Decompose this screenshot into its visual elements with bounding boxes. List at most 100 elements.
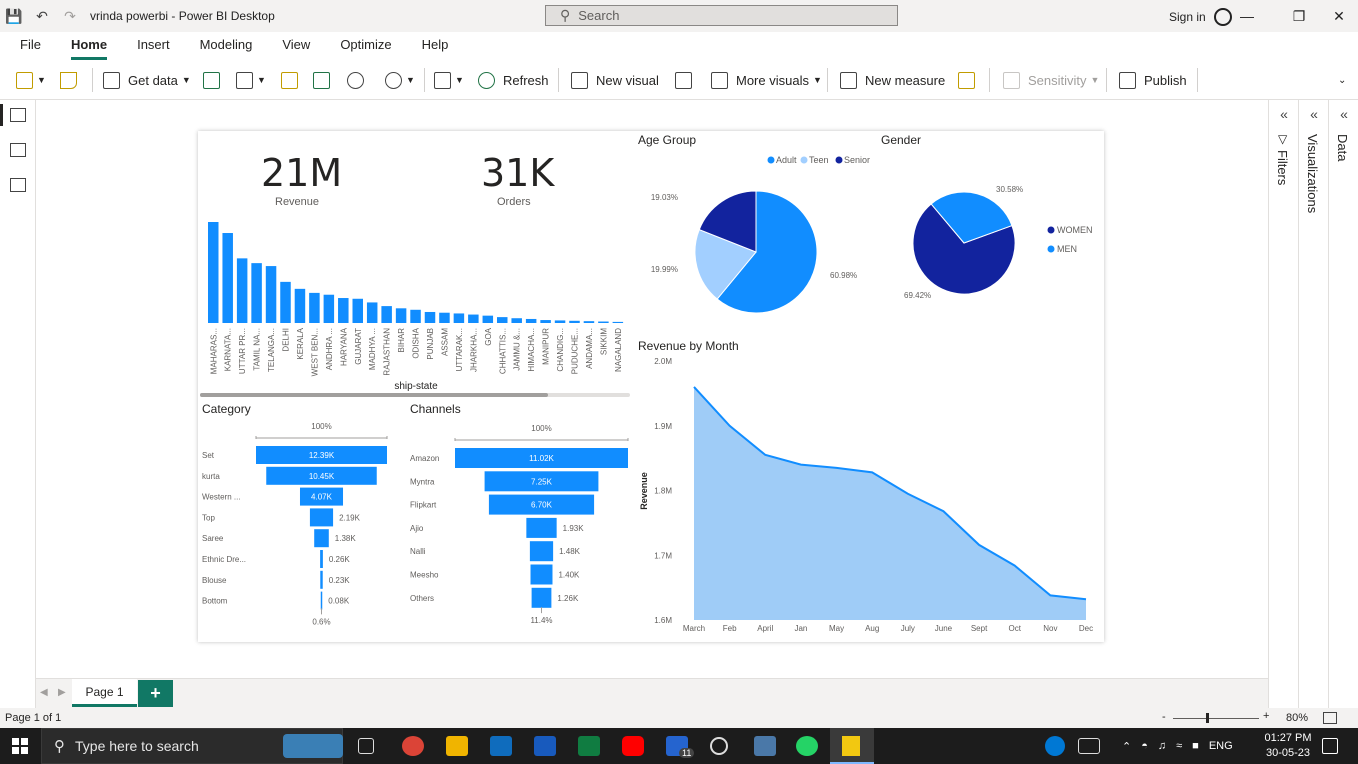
minimize-icon[interactable]: —	[1240, 8, 1254, 24]
wifi-icon[interactable]: ≈	[1176, 740, 1183, 752]
category-category-label: Top	[202, 513, 215, 522]
state-tick-label: MADHYA ...	[368, 328, 377, 370]
add-page-button[interactable]: +	[138, 680, 173, 707]
refresh-button[interactable]: Refresh	[478, 70, 549, 90]
sql-button[interactable]	[281, 70, 306, 90]
report-view-icon[interactable]	[10, 108, 26, 122]
age-legend-marker	[767, 156, 775, 164]
file-explorer-icon[interactable]	[446, 736, 468, 756]
word-icon[interactable]	[534, 736, 556, 756]
publish-label: Publish	[1144, 72, 1187, 88]
restore-icon[interactable]: ❐	[1292, 7, 1306, 24]
state-tick-label: TAMIL NA...	[253, 328, 262, 371]
age-data-label: 19.99%	[651, 265, 678, 274]
double-chevron-left-icon[interactable]: «	[1310, 106, 1318, 122]
table-view-icon[interactable]	[10, 143, 26, 157]
undo-icon[interactable]: ↶	[36, 7, 48, 24]
security-icon[interactable]: ■	[1192, 740, 1199, 752]
search-box[interactable]: ⚲ Search	[545, 5, 898, 26]
tab-page-1[interactable]: Page 1	[72, 679, 137, 707]
redo-icon[interactable]: ↷	[64, 7, 76, 24]
new-visual-button[interactable]: New visual	[571, 70, 659, 90]
data-pane[interactable]: « Data	[1328, 100, 1358, 708]
recent-sources-button[interactable]: ▼	[385, 70, 415, 90]
mysql-workbench-icon[interactable]	[754, 736, 776, 756]
publish-button[interactable]: Publish	[1119, 70, 1187, 90]
category-data-label: 0.26K	[329, 555, 351, 564]
zoom-out-button[interactable]: -	[1162, 711, 1166, 723]
mail-icon[interactable]	[490, 736, 512, 756]
double-chevron-left-icon[interactable]: «	[1340, 106, 1348, 122]
menu-home[interactable]: Home	[70, 32, 108, 60]
prev-page-icon[interactable]: ◀	[40, 687, 48, 698]
channels-bar	[526, 517, 557, 538]
menu-optimize[interactable]: Optimize	[340, 37, 392, 52]
zoom-slider-thumb[interactable]	[1206, 713, 1209, 723]
whatsapp-icon[interactable]	[796, 736, 818, 756]
chrome-icon[interactable]	[402, 736, 424, 756]
meet-now-icon[interactable]	[1078, 738, 1100, 754]
system-clock[interactable]: 01:27 PM 30-05-23	[1262, 731, 1314, 761]
quick-measure-button[interactable]	[958, 70, 983, 90]
double-chevron-left-icon[interactable]: «	[1280, 106, 1288, 122]
text-box-button[interactable]	[675, 70, 700, 90]
filters-pane[interactable]: « ▽ Filters	[1268, 100, 1298, 708]
weather-widget-icon[interactable]	[283, 734, 343, 758]
windows-start-icon[interactable]	[12, 738, 28, 754]
fit-to-page-icon[interactable]	[1323, 712, 1337, 724]
revenue-y-tick: 1.9M	[654, 422, 672, 431]
dataverse-button[interactable]	[347, 70, 372, 90]
age-legend-label: Teen	[809, 155, 829, 165]
enter-data-button[interactable]	[313, 70, 338, 90]
settings-gear-icon[interactable]	[710, 737, 728, 755]
excel-app-icon[interactable]	[578, 736, 600, 756]
format-painter-button[interactable]	[60, 70, 85, 90]
taskbar: ⚲ Type here to search 11 ⌃ ◓ ♫ ≈ ■ ENG 0…	[0, 728, 1358, 764]
state-bar	[410, 309, 421, 323]
get-data-button[interactable]: Get data ▼	[103, 70, 191, 90]
menu-insert[interactable]: Insert	[137, 37, 170, 52]
paste-button[interactable]: ▼	[16, 70, 46, 90]
volume-icon[interactable]: ♫	[1157, 740, 1167, 752]
channels-data-label: 1.93K	[563, 524, 585, 533]
next-page-icon[interactable]: ▶	[58, 687, 66, 698]
close-icon[interactable]: ✕	[1333, 7, 1345, 24]
age-slice	[716, 190, 818, 314]
gender-legend-label: MEN	[1057, 244, 1077, 254]
sign-in-button[interactable]: Sign in	[1169, 8, 1232, 26]
collapse-ribbon-icon[interactable]: ⌄	[1338, 74, 1347, 86]
save-icon[interactable]: 💾	[5, 7, 23, 24]
zoom-slider[interactable]	[1173, 718, 1259, 719]
model-view-icon[interactable]	[10, 178, 26, 192]
excel-button[interactable]	[203, 70, 228, 90]
menu-view[interactable]: View	[282, 37, 311, 52]
powerbi-taskbar-active[interactable]	[830, 728, 874, 764]
gender-data-label: 30.58%	[996, 185, 1023, 194]
visualizations-pane[interactable]: « Visualizations	[1298, 100, 1328, 708]
revenue-x-tick: March	[683, 624, 705, 633]
channels-category-label: Nalli	[410, 547, 426, 556]
notification-icon[interactable]	[1322, 738, 1338, 754]
publish-icon	[1119, 71, 1136, 89]
revenue-y-tick: 1.7M	[654, 551, 672, 560]
network-icon[interactable]: ◓	[1141, 740, 1148, 752]
language-indicator[interactable]: ENG	[1208, 740, 1233, 752]
menu-file[interactable]: File	[20, 37, 41, 52]
data-hub-button[interactable]: ▼	[236, 70, 266, 90]
menu-help[interactable]: Help	[421, 37, 449, 52]
search-icon: ⚲	[54, 738, 65, 755]
state-bar	[236, 258, 248, 323]
show-hidden-icons[interactable]: ⌃	[1122, 740, 1132, 753]
transform-data-button[interactable]: ▼	[434, 70, 464, 90]
menu-modeling[interactable]: Modeling	[199, 37, 253, 52]
new-measure-button[interactable]: New measure	[840, 70, 945, 90]
refresh-label: Refresh	[503, 72, 549, 88]
more-visuals-label: More visuals	[736, 72, 809, 88]
more-visuals-button[interactable]: More visuals ▼	[711, 70, 822, 90]
youtube-icon[interactable]	[622, 736, 644, 756]
task-view-icon[interactable]	[358, 738, 374, 754]
zoom-in-button[interactable]: +	[1263, 710, 1270, 722]
help-icon[interactable]	[1045, 736, 1065, 756]
category-category-label: kurta	[202, 472, 220, 481]
category-bar	[320, 550, 323, 568]
